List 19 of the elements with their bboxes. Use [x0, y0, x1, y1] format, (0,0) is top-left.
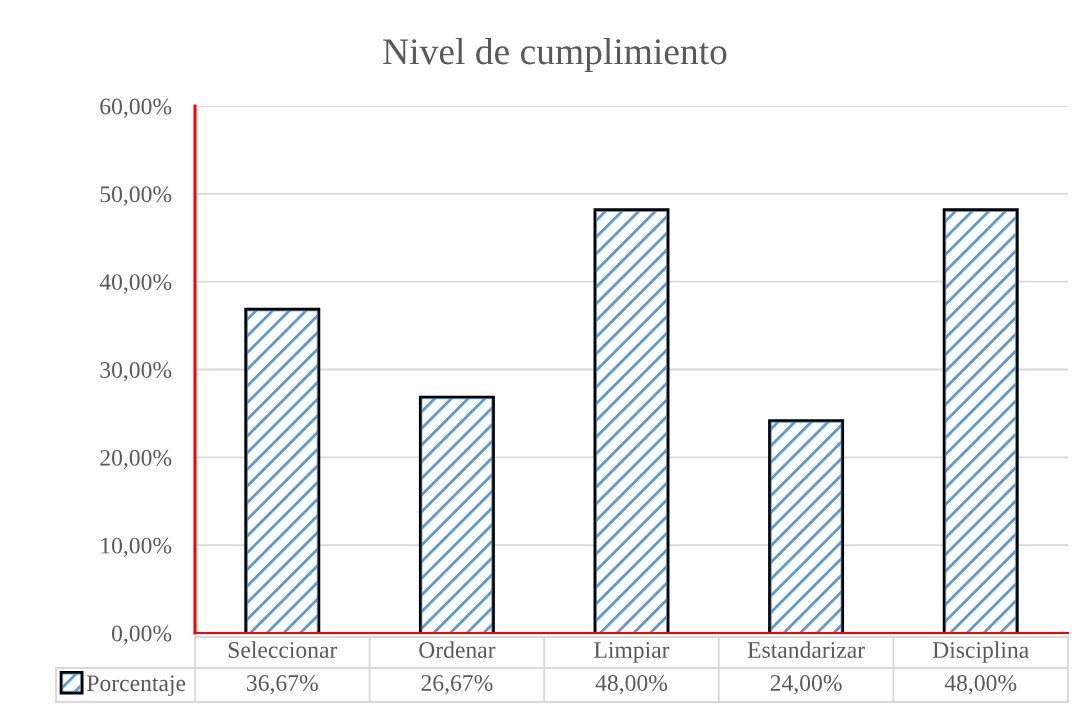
data-label: 48,00% [595, 674, 668, 695]
y-tick-label: 50,00% [100, 186, 172, 206]
chart-title: Nivel de cumplimiento [383, 38, 727, 72]
x-tick-label: Ordenar [419, 641, 496, 658]
x-tick-label: Estandarizar [747, 641, 865, 658]
y-tick-label: 40,00% [99, 274, 172, 294]
data-label: 24,00% [770, 674, 842, 695]
y-tick-label: 30,00% [100, 361, 172, 382]
data-label: 26,67% [421, 674, 493, 695]
data-label: 36,67% [247, 674, 318, 695]
y-tick-label: 10,00% [101, 537, 172, 557]
y-tick-label: 20,00% [100, 449, 172, 470]
x-tick-label: Limpiar [594, 642, 670, 663]
y-tick-label: 60,00% [100, 98, 172, 118]
legend-label: Porcentaje [87, 675, 186, 696]
y-tick-label: 0,00% [112, 625, 172, 645]
x-tick-label: Seleccionar [228, 641, 338, 658]
data-label: 48,00% [944, 674, 1017, 695]
x-tick-label: Disciplina [932, 641, 1029, 663]
